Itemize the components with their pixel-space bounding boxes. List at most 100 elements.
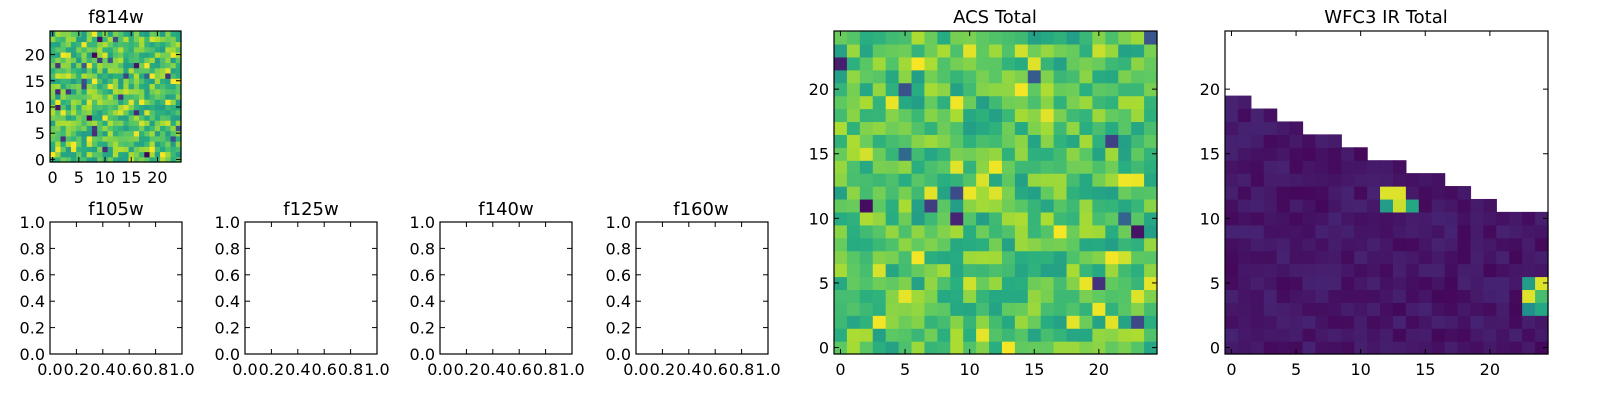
heatmap-cell (65, 125, 72, 132)
heatmap-cell (149, 62, 156, 69)
heatmap-cell (1014, 198, 1029, 213)
heatmap-cell (123, 51, 130, 58)
heatmap-cell (834, 302, 848, 316)
heatmap-cell (1144, 160, 1158, 174)
heatmap-cell (76, 57, 83, 64)
heatmap-cell (128, 135, 135, 142)
heatmap-cell (924, 82, 938, 97)
y-tick-label: 15 (809, 145, 829, 164)
heatmap-cell (60, 99, 67, 105)
heatmap-cell (937, 95, 951, 110)
heatmap-cell (1496, 224, 1510, 239)
heatmap-cell (81, 57, 88, 64)
heatmap-cell (1380, 302, 1394, 316)
heatmap-cell (1535, 263, 1549, 278)
heatmap-cell (91, 72, 98, 79)
heatmap-cell (1053, 315, 1068, 329)
heatmap-cell (165, 78, 172, 84)
heatmap-cell (898, 186, 913, 200)
heatmap-cell (924, 198, 938, 213)
heatmap-cell (128, 67, 135, 74)
heatmap-cell (175, 114, 182, 121)
heatmap-cell (1263, 302, 1278, 316)
heatmap-cell (1367, 160, 1381, 174)
heatmap-cell (1522, 302, 1536, 316)
heatmap-cell (175, 125, 182, 132)
heatmap-cell (65, 88, 72, 95)
heatmap-cell (1014, 211, 1029, 226)
heatmap-cell (107, 146, 114, 153)
heatmap-cell (70, 151, 77, 158)
heatmap-cell (1457, 211, 1472, 226)
heatmap-cell (872, 289, 887, 303)
heatmap-cell (1105, 160, 1119, 174)
heatmap-cell (1066, 341, 1081, 355)
heatmap-cell (175, 67, 182, 74)
heatmap-cell (170, 141, 177, 147)
heatmap-cell (859, 315, 874, 329)
heatmap-cell (911, 315, 926, 329)
heatmap-cell (81, 109, 88, 116)
heatmap-cell (81, 83, 88, 90)
heatmap-cell (1066, 186, 1081, 200)
heatmap-cell (139, 51, 145, 58)
heatmap-cell (1483, 341, 1497, 355)
heatmap-cell (1014, 302, 1029, 316)
heatmap-cell (1014, 56, 1029, 71)
heatmap-cell (1066, 276, 1081, 290)
x-tick-label: 0.0 (623, 360, 648, 379)
y-tick-label: 15 (1200, 145, 1220, 164)
heatmap-cell (1289, 250, 1304, 265)
heatmap-cell (165, 114, 172, 121)
heatmap-cell (97, 46, 103, 53)
heatmap-cell (1092, 69, 1106, 84)
heatmap-cell (139, 135, 145, 142)
heatmap-cell (834, 250, 848, 265)
y-tick-label: 0 (35, 150, 45, 169)
heatmap-cell (1225, 186, 1239, 200)
heatmap-cell (1470, 328, 1484, 342)
heatmap-cell (50, 57, 56, 64)
heatmap-cell (1040, 95, 1055, 110)
heatmap-cell (1079, 121, 1093, 135)
heatmap-cell (1302, 147, 1317, 161)
heatmap-cell (1315, 341, 1329, 355)
heatmap-cell (834, 56, 848, 71)
heatmap-cell (1289, 224, 1304, 239)
heatmap-cell (70, 125, 77, 132)
heatmap-cell (1328, 186, 1342, 200)
heatmap-cell (1470, 198, 1484, 213)
heatmap-cell (55, 41, 62, 48)
heatmap-cell (144, 120, 151, 126)
heatmap-cell (872, 43, 887, 58)
heatmap-cell (81, 151, 88, 158)
heatmap-cell (123, 125, 130, 132)
heatmap-cell (1354, 263, 1368, 278)
heatmap-cell (834, 108, 848, 123)
heatmap-cell (160, 135, 166, 142)
heatmap-cell (81, 51, 88, 58)
heatmap-cell (139, 156, 145, 163)
heatmap-cell (911, 263, 926, 278)
heatmap-cell (1040, 160, 1055, 174)
heatmap-cell (149, 57, 156, 64)
heatmap-cell (1470, 250, 1484, 265)
heatmap-cell (1328, 276, 1342, 290)
heatmap-cell (1535, 250, 1549, 265)
x-tick-label: 0.4 (676, 360, 701, 379)
heatmap-cell (1354, 160, 1368, 174)
heatmap-cell (976, 250, 990, 265)
heatmap-cell (1118, 56, 1132, 71)
heatmap-cell (60, 51, 67, 58)
heatmap-cell (950, 198, 964, 213)
heatmap-cell (898, 108, 913, 123)
heatmap-cell (937, 134, 951, 148)
heatmap-cell (1105, 108, 1119, 123)
heatmap-cell (76, 109, 83, 116)
heatmap-cell (60, 72, 67, 79)
heatmap-cell (1276, 121, 1291, 135)
heatmap-cell (102, 88, 109, 95)
heatmap-cell (76, 88, 83, 95)
heatmap-cell (160, 146, 166, 153)
heatmap-cell (139, 62, 145, 69)
